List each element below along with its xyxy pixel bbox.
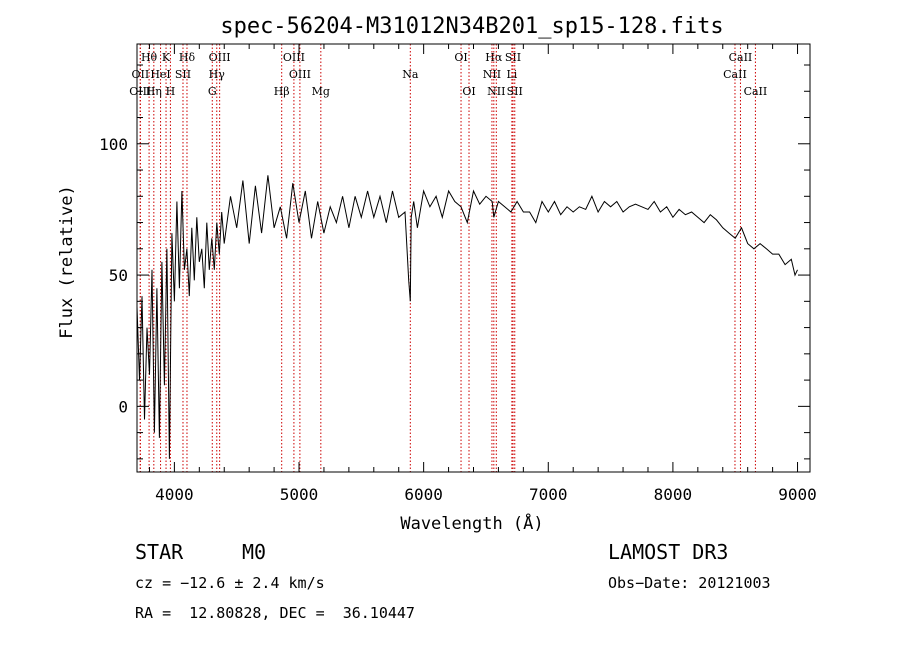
line-label-22: Li <box>506 68 517 81</box>
coordinates-text: RA = 12.80828, DEC = 36.10447 <box>135 604 415 622</box>
line-label-10: Hγ <box>209 68 226 81</box>
x-tick-label-3: 7000 <box>529 485 568 504</box>
y-tick-label-2: 100 <box>99 135 128 154</box>
line-label-18: OI <box>462 85 475 98</box>
line-label-11: G <box>208 85 217 98</box>
x-tick-label-0: 4000 <box>155 485 194 504</box>
axis-ticks: 4000 5000 6000 7000 8000 9000 0 50 100 <box>99 44 817 504</box>
line-label-8: Hδ <box>179 51 196 64</box>
object-class: STAR <box>135 540 184 564</box>
obs-date-text: Obs−Date: 20121003 <box>608 574 771 592</box>
line-label-17: OI <box>454 51 467 64</box>
chart-title: spec-56204-M31012N34B201_sp15-128.fits <box>220 14 723 39</box>
line-label-21: NII <box>483 68 501 81</box>
line-label-5: Hη <box>146 85 162 98</box>
line-label-6: SII <box>175 68 191 81</box>
line-label-19: Hα <box>485 51 503 64</box>
x-tick-label-2: 6000 <box>404 485 443 504</box>
line-label-13: OIII <box>289 68 311 81</box>
line-label-4: HeI <box>150 68 170 81</box>
line-label-25: CaII <box>729 51 753 64</box>
line-label-3: K <box>162 51 171 64</box>
y-axis-label: Flux (relative) <box>57 185 77 339</box>
x-tick-label-1: 5000 <box>280 485 319 504</box>
line-label-16: Na <box>402 68 419 81</box>
line-label-12: OIII <box>283 51 305 64</box>
line-label-0: Hθ <box>141 51 158 64</box>
line-label-7: H <box>166 85 176 98</box>
line-label-23: NII <box>487 85 505 98</box>
y-tick-label-1: 50 <box>109 266 128 285</box>
line-label-26: CaII <box>723 68 747 81</box>
x-tick-label-5: 9000 <box>778 485 817 504</box>
x-axis-label: Wavelength (Å) <box>400 512 543 534</box>
survey-name: LAMOST DR3 <box>608 540 729 564</box>
line-label-20: SII <box>505 51 521 64</box>
line-label-15: Mg <box>312 85 330 98</box>
spectrum-line-0 <box>136 175 798 459</box>
line-label-24: SII <box>507 85 523 98</box>
x-tick-label-4: 8000 <box>654 485 693 504</box>
line-label-27: CaII <box>744 85 768 98</box>
line-label-14: Hβ <box>274 85 290 98</box>
plot-frame <box>136 43 811 473</box>
redshift-text: cz = −12.6 ± 2.4 km/s <box>135 574 325 592</box>
spectrum-series <box>136 175 798 459</box>
object-subclass: M0 <box>242 540 267 564</box>
line-label-1: OII <box>132 68 150 81</box>
line-label-9: OIII <box>209 51 231 64</box>
y-tick-label-0: 0 <box>118 397 128 416</box>
